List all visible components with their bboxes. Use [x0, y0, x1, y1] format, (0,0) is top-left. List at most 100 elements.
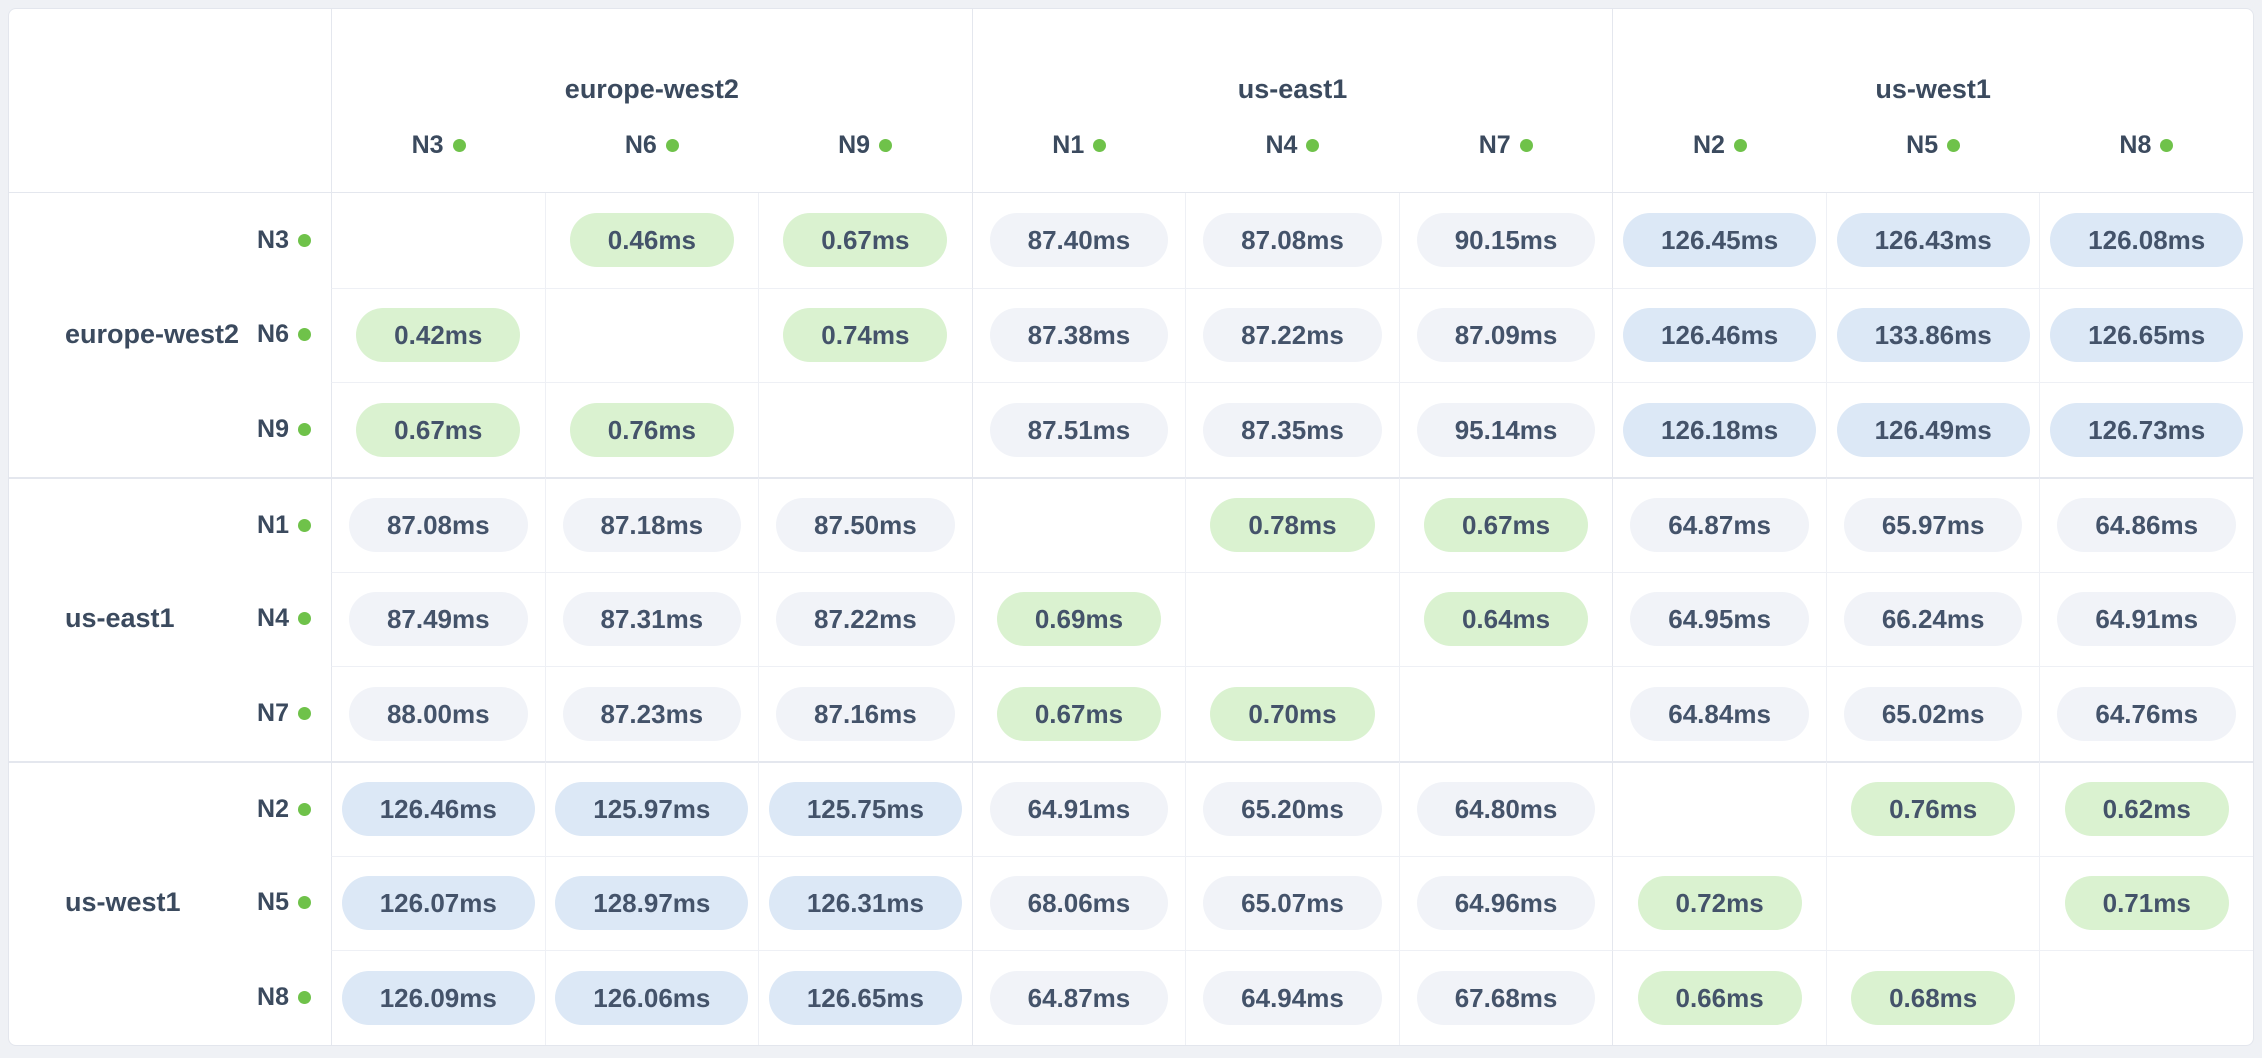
- node-header-row: N1 N4 N7: [973, 129, 1613, 161]
- latency-cell: 126.07ms: [331, 855, 545, 951]
- latency-cell: 126.73ms: [2039, 382, 2253, 477]
- node-name: N3: [411, 130, 444, 159]
- latency-value-pill: 87.49ms: [348, 592, 528, 647]
- latency-cell: [544, 287, 759, 383]
- latency-cell: 64.95ms: [1612, 571, 1826, 667]
- latency-cell: 0.46ms: [544, 193, 759, 288]
- latency-cell: 87.09ms: [1398, 287, 1613, 383]
- latency-value-pill: 126.65ms: [2050, 308, 2244, 363]
- node-name: N8: [2119, 130, 2152, 159]
- latency-value-pill: 125.97ms: [555, 782, 749, 837]
- latency-cell: 87.49ms: [331, 571, 545, 667]
- latency-value-pill: 0.72ms: [1637, 876, 1802, 931]
- latency-value-pill: 0.76ms: [569, 403, 734, 458]
- latency-value-pill: 87.38ms: [989, 308, 1169, 363]
- latency-value-pill: 0.67ms: [783, 213, 948, 268]
- node-name: N6: [257, 320, 289, 349]
- latency-cell: 126.09ms: [331, 950, 545, 1045]
- node-row-label: N6: [257, 320, 311, 349]
- latency-value-pill: 0.42ms: [356, 308, 521, 363]
- latency-cell: 126.43ms: [1825, 193, 2040, 288]
- latency-value-pill: 0.71ms: [2064, 876, 2229, 931]
- node-column-header: N2: [1613, 129, 1826, 161]
- region-name: us-west1: [1875, 74, 1991, 104]
- latency-cell: 126.65ms: [758, 950, 972, 1045]
- latency-value-pill: 0.64ms: [1423, 592, 1589, 647]
- node-header-row: N3 N6 N9: [332, 129, 972, 161]
- latency-value-pill: 87.09ms: [1416, 308, 1596, 363]
- node-column-header: N6: [545, 129, 758, 161]
- corner-cell: [9, 9, 331, 193]
- latency-value-pill: 128.97ms: [555, 876, 749, 931]
- node-row-label: N7: [257, 699, 311, 728]
- latency-value-pill: 87.16ms: [776, 687, 955, 742]
- latency-cell: 87.08ms: [331, 476, 545, 572]
- latency-cell: 87.08ms: [1185, 193, 1399, 288]
- latency-value-pill: 0.74ms: [783, 308, 948, 363]
- node-name: N4: [257, 604, 289, 633]
- latency-cell: 0.64ms: [1398, 571, 1613, 667]
- region-row-label: us-east1: [65, 603, 175, 634]
- latency-cell: 64.96ms: [1398, 855, 1613, 951]
- latency-cell: [331, 193, 545, 288]
- node-name: N2: [257, 794, 289, 823]
- latency-cell: 0.66ms: [1612, 950, 1826, 1045]
- latency-value-pill: 0.69ms: [996, 592, 1162, 647]
- region-row-label: us-west1: [65, 887, 181, 918]
- row-header: N9: [9, 382, 331, 477]
- latency-value-pill: 87.35ms: [1203, 403, 1382, 458]
- latency-value-pill: 64.87ms: [989, 971, 1169, 1026]
- latency-cell: 0.70ms: [1185, 666, 1399, 761]
- latency-value-pill: 68.06ms: [989, 876, 1169, 931]
- latency-value-pill: 126.43ms: [1836, 213, 2030, 268]
- node-name: N4: [1265, 130, 1298, 159]
- region-name: us-east1: [1237, 74, 1348, 104]
- latency-value-pill: 126.46ms: [1623, 308, 1817, 363]
- row-header: N8: [9, 950, 331, 1045]
- latency-cell: 126.08ms: [2039, 193, 2253, 288]
- latency-cell: 65.20ms: [1185, 760, 1399, 856]
- latency-value-pill: 65.02ms: [1843, 687, 2023, 742]
- node-header-row: N2 N5 N8: [1613, 129, 2253, 161]
- node-name: N1: [257, 510, 289, 539]
- node-name: N7: [1478, 130, 1511, 159]
- latency-value-pill: 126.73ms: [2050, 403, 2244, 458]
- latency-cell: 90.15ms: [1398, 193, 1613, 288]
- latency-cell: [971, 476, 1186, 572]
- latency-value-pill: 65.97ms: [1843, 498, 2023, 553]
- status-dot-icon: [298, 233, 311, 247]
- latency-cell: 125.75ms: [758, 760, 972, 856]
- latency-cell: 68.06ms: [971, 855, 1186, 951]
- latency-value-pill: 64.84ms: [1630, 687, 1809, 742]
- latency-value-pill: 64.91ms: [2057, 592, 2237, 647]
- latency-cell: 64.86ms: [2039, 476, 2253, 572]
- region-column-header: us-west1 N2 N5 N8: [1612, 9, 2253, 193]
- latency-cell: 133.86ms: [1825, 287, 2040, 383]
- latency-cell: 87.22ms: [1185, 287, 1399, 383]
- region-column-header: europe-west2 N3 N6 N9: [331, 9, 972, 193]
- latency-cell: 87.22ms: [758, 571, 972, 667]
- status-dot-icon: [452, 138, 466, 152]
- status-dot-icon: [298, 518, 311, 532]
- latency-cell: 0.72ms: [1612, 855, 1826, 951]
- latency-matrix-grid: europe-west2 N3 N6 N9 us-east1 N1 N4 N7 us-west1…: [9, 9, 2253, 1045]
- status-dot-icon: [1519, 138, 1533, 152]
- latency-cell: 87.40ms: [971, 193, 1186, 288]
- latency-cell: 0.74ms: [758, 287, 972, 383]
- latency-value-pill: 87.08ms: [348, 498, 528, 553]
- latency-cell: 64.94ms: [1185, 950, 1399, 1045]
- latency-cell: 65.07ms: [1185, 855, 1399, 951]
- row-header: N1: [9, 476, 331, 572]
- latency-value-pill: 125.75ms: [768, 782, 962, 837]
- row-header: N3: [9, 193, 331, 288]
- latency-cell: 87.50ms: [758, 476, 972, 572]
- latency-cell: 0.42ms: [331, 287, 545, 383]
- node-column-header: N1: [973, 129, 1186, 161]
- row-header: N7: [9, 666, 331, 761]
- latency-value-pill: 0.67ms: [1423, 498, 1589, 553]
- latency-cell: 64.87ms: [1612, 476, 1826, 572]
- node-name: N2: [1692, 130, 1725, 159]
- latency-cell: 126.46ms: [1612, 287, 1826, 383]
- latency-value-pill: 126.45ms: [1623, 213, 1817, 268]
- latency-value-pill: 87.18ms: [562, 498, 742, 553]
